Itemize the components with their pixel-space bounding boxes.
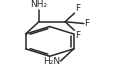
Text: F: F — [84, 19, 90, 28]
Text: NH₂: NH₂ — [30, 0, 47, 9]
Text: F: F — [75, 4, 80, 13]
Text: F: F — [75, 31, 80, 40]
Text: H₂N: H₂N — [43, 57, 60, 66]
